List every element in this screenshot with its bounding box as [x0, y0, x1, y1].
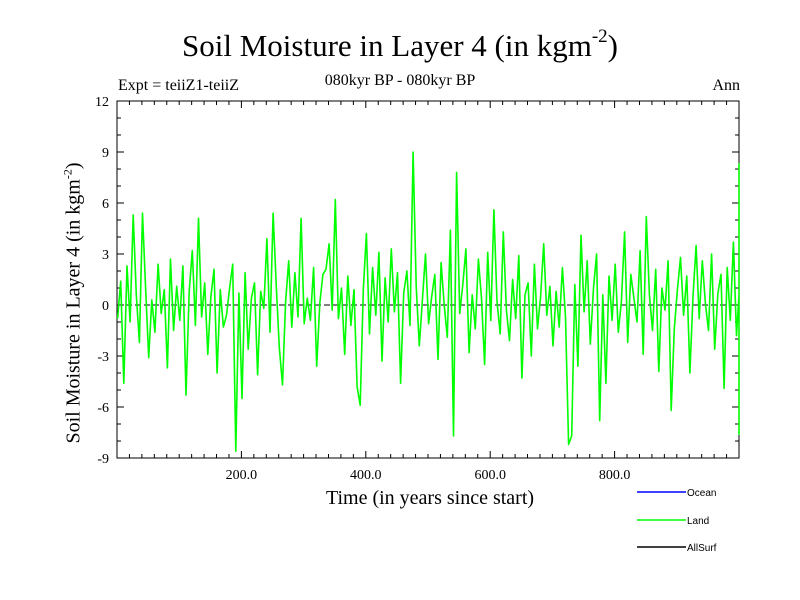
- chart-title: Soil Moisture in Layer 4 (in kgm-2): [182, 26, 618, 63]
- x-axis-label: Time (in years since start): [325, 487, 535, 509]
- x-tick-label: 600.0: [474, 468, 506, 483]
- line-layer: [116, 151, 740, 453]
- y-tick-label: 0: [102, 299, 109, 314]
- experiment-label: Expt = teiiZ1-teiiZ: [118, 77, 239, 94]
- x-tick-label: 800.0: [599, 468, 631, 483]
- y-tick-label: 6: [102, 197, 109, 212]
- y-tick-label: -6: [97, 401, 109, 416]
- y-tick-label: -3: [97, 350, 109, 365]
- y-tick-label: 12: [95, 95, 109, 110]
- season-label: Ann: [712, 77, 740, 94]
- legend: Ocean Land AllSurf: [637, 488, 717, 554]
- series-line-land: [116, 151, 740, 453]
- y-tick-label: 9: [102, 146, 109, 161]
- legend-label-allsurf: AllSurf: [687, 543, 717, 554]
- x-tick-label: 400.0: [350, 468, 382, 483]
- x-tick-label: 200.0: [226, 468, 258, 483]
- chart-subtitle: 080kyr BP - 080kyr BP: [324, 72, 476, 89]
- y-tick-label: 3: [102, 248, 109, 263]
- y-tick-label: -9: [97, 452, 109, 467]
- legend-label-ocean: Ocean: [687, 488, 716, 499]
- legend-label-land: Land: [687, 516, 709, 527]
- plot-frame: [116, 100, 740, 459]
